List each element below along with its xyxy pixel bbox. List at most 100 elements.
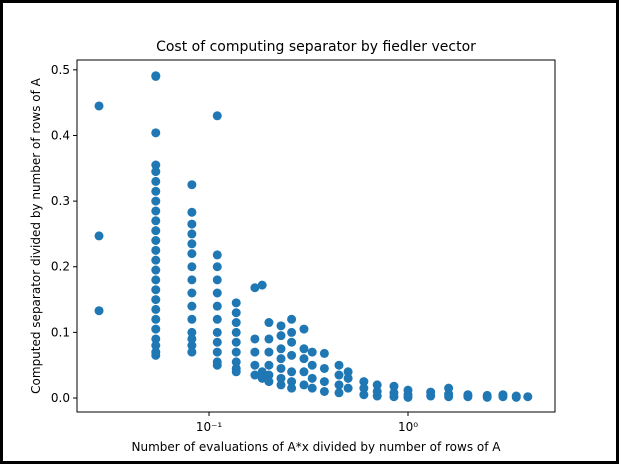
point	[276, 354, 286, 364]
point	[212, 314, 222, 324]
point	[372, 391, 382, 401]
y-tick-label: 0.0	[51, 391, 70, 405]
plot-area	[76, 59, 556, 413]
point	[187, 275, 197, 285]
point	[151, 334, 161, 344]
point	[187, 249, 197, 259]
point	[151, 71, 161, 81]
point	[151, 196, 161, 206]
point	[276, 331, 286, 341]
point	[334, 380, 344, 390]
point	[187, 219, 197, 229]
y-tick-label: 0.2	[51, 260, 70, 274]
point	[151, 226, 161, 236]
point	[231, 327, 241, 337]
point	[151, 160, 161, 170]
point	[276, 363, 286, 373]
point	[187, 262, 197, 272]
point	[299, 367, 309, 377]
point	[231, 318, 241, 328]
point	[231, 308, 241, 318]
point	[187, 334, 197, 344]
point	[276, 344, 286, 354]
point	[94, 101, 104, 111]
point	[287, 314, 297, 324]
point	[426, 391, 436, 401]
point	[250, 347, 260, 357]
point	[334, 388, 344, 398]
point	[187, 239, 197, 249]
y-tick-label: 0.3	[51, 194, 70, 208]
point	[372, 380, 382, 390]
point	[403, 392, 413, 402]
point	[257, 280, 267, 290]
point	[151, 235, 161, 245]
point	[359, 390, 369, 400]
point	[187, 347, 197, 357]
point	[212, 262, 222, 272]
point	[151, 186, 161, 196]
point	[231, 347, 241, 357]
y-axis-label: Computed separator divided by number of …	[29, 77, 43, 393]
point	[307, 347, 317, 357]
point	[187, 288, 197, 298]
point	[319, 386, 329, 396]
point	[94, 231, 104, 241]
point	[212, 275, 222, 285]
point	[151, 265, 161, 275]
point	[343, 383, 353, 393]
y-tick-label: 0.1	[51, 325, 70, 339]
point	[151, 255, 161, 265]
point	[287, 383, 297, 393]
point	[264, 347, 274, 357]
point	[482, 392, 492, 402]
point	[287, 377, 297, 387]
point	[299, 324, 309, 334]
point	[389, 392, 399, 402]
point	[523, 392, 533, 402]
point	[276, 321, 286, 331]
point	[511, 392, 521, 402]
y-tick-label: 0.5	[51, 63, 70, 77]
point	[151, 350, 161, 360]
chart-title: Cost of computing separator by fiedler v…	[156, 39, 476, 55]
point	[187, 314, 197, 324]
point	[151, 285, 161, 295]
point	[250, 370, 260, 380]
point	[250, 360, 260, 370]
point	[212, 347, 222, 357]
point	[231, 367, 241, 377]
point	[151, 206, 161, 216]
point	[151, 245, 161, 255]
point	[187, 327, 197, 337]
point	[257, 367, 267, 377]
point	[212, 288, 222, 298]
point	[299, 344, 309, 354]
point	[231, 298, 241, 308]
point	[287, 327, 297, 337]
point	[212, 250, 222, 260]
point	[151, 295, 161, 305]
point	[187, 207, 197, 217]
point	[264, 377, 274, 387]
point	[463, 392, 473, 402]
point	[498, 392, 508, 402]
point	[187, 341, 197, 351]
point	[264, 370, 274, 380]
point	[264, 318, 274, 328]
point	[250, 283, 260, 293]
point	[287, 367, 297, 377]
point	[307, 373, 317, 383]
point	[307, 360, 317, 370]
point	[250, 334, 260, 344]
x-tick-label: 10⁰	[398, 420, 418, 434]
point	[94, 306, 104, 316]
point	[151, 176, 161, 186]
point	[299, 354, 309, 364]
point	[151, 304, 161, 314]
point	[334, 360, 344, 370]
point	[444, 392, 454, 402]
point	[359, 377, 369, 387]
point	[264, 360, 274, 370]
